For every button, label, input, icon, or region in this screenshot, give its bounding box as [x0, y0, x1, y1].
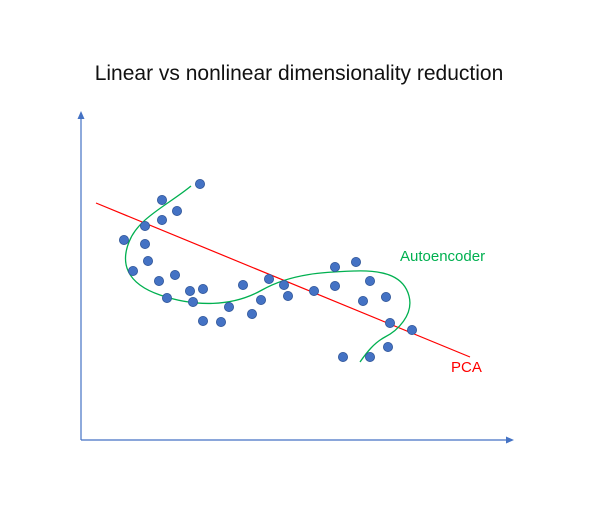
data-point — [237, 279, 248, 290]
data-point — [350, 256, 361, 267]
data-point — [156, 214, 167, 225]
data-point — [119, 234, 130, 245]
data-point — [142, 255, 153, 266]
data-point — [139, 220, 150, 231]
data-point — [197, 283, 208, 294]
data-point — [380, 291, 391, 302]
data-point — [406, 324, 417, 335]
autoencoder-label: Autoencoder — [400, 248, 486, 265]
data-point — [282, 290, 293, 301]
data-point — [246, 308, 257, 319]
data-point — [156, 194, 167, 205]
data-point — [364, 351, 375, 362]
data-point — [223, 301, 234, 312]
data-point — [153, 275, 164, 286]
data-point — [187, 296, 198, 307]
data-point — [139, 238, 150, 249]
data-point — [255, 294, 266, 305]
data-point — [308, 285, 319, 296]
data-point — [161, 292, 172, 303]
data-point — [278, 279, 289, 290]
data-point — [382, 341, 393, 352]
autoencoder-curve — [125, 185, 411, 363]
diagram-title: Linear vs nonlinear dimensionality reduc… — [94, 62, 504, 85]
data-point — [169, 269, 180, 280]
data-point — [127, 265, 138, 276]
pca-label: PCA — [451, 359, 482, 376]
data-point — [384, 317, 395, 328]
data-points — [119, 178, 417, 362]
data-point — [329, 280, 340, 291]
data-point — [263, 273, 274, 284]
data-point — [184, 285, 195, 296]
data-point — [194, 178, 205, 189]
data-point — [337, 351, 348, 362]
data-point — [364, 275, 375, 286]
data-point — [329, 261, 340, 272]
data-point — [215, 316, 226, 327]
data-point — [197, 315, 208, 326]
data-point — [357, 295, 368, 306]
data-point — [171, 205, 182, 216]
